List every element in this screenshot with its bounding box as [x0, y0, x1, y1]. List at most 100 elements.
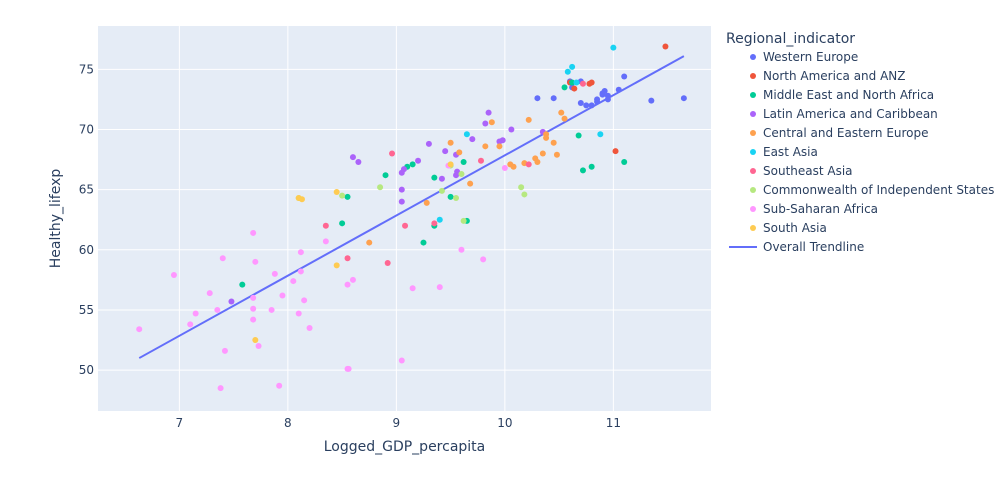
- data-point: [409, 285, 416, 292]
- data-point: [221, 347, 228, 354]
- y-tick-label: 60: [79, 243, 94, 257]
- data-point: [648, 97, 655, 104]
- data-point: [482, 143, 489, 150]
- data-point: [420, 239, 427, 246]
- data-point: [561, 84, 568, 91]
- data-point: [453, 195, 460, 202]
- data-point: [518, 184, 525, 191]
- data-point: [398, 357, 405, 364]
- legend-marker: [750, 225, 756, 231]
- data-point: [532, 155, 539, 162]
- data-point: [525, 116, 532, 123]
- y-tick-label: 55: [79, 303, 94, 317]
- x-axis-title: Logged_GDP_percapita: [324, 439, 486, 455]
- data-point: [409, 161, 416, 168]
- data-point: [588, 163, 595, 170]
- data-point: [583, 102, 590, 109]
- data-point: [453, 172, 460, 179]
- data-point: [436, 216, 443, 223]
- legend-marker: [750, 73, 756, 79]
- data-point: [425, 140, 432, 147]
- plot-background: [98, 26, 711, 411]
- data-point: [306, 324, 313, 331]
- data-point: [298, 196, 305, 203]
- data-point: [228, 298, 235, 305]
- data-point: [569, 63, 576, 70]
- data-point: [496, 143, 503, 150]
- x-tick-label: 10: [497, 416, 512, 430]
- data-point: [571, 85, 578, 92]
- data-point: [501, 164, 508, 171]
- data-point: [268, 306, 275, 313]
- data-point: [482, 120, 489, 127]
- data-point: [136, 326, 143, 333]
- data-point: [447, 161, 454, 168]
- data-point: [290, 278, 297, 285]
- data-point: [436, 284, 443, 291]
- data-point: [553, 151, 560, 158]
- legend-entry: East Asia: [763, 145, 818, 159]
- data-point: [508, 126, 515, 133]
- legend-marker: [750, 130, 756, 136]
- data-point: [250, 305, 257, 312]
- data-point: [621, 73, 628, 80]
- data-point: [214, 306, 221, 313]
- data-point: [402, 222, 409, 229]
- data-point: [539, 150, 546, 157]
- data-point: [344, 193, 351, 200]
- data-point: [599, 91, 606, 98]
- data-point: [442, 148, 449, 155]
- data-point: [415, 157, 422, 164]
- data-point: [488, 119, 495, 126]
- data-point: [469, 136, 476, 143]
- data-point: [543, 134, 550, 141]
- data-point: [297, 249, 304, 256]
- y-tick-label: 75: [79, 62, 94, 76]
- data-point: [400, 166, 407, 173]
- y-tick-label: 50: [79, 363, 94, 377]
- data-point: [187, 321, 194, 328]
- data-point: [573, 79, 580, 86]
- data-point: [480, 256, 487, 263]
- data-point: [339, 192, 346, 199]
- y-axis-title: Healthy_lifexp: [48, 169, 64, 269]
- legend-marker: [750, 206, 756, 212]
- legend-entry: North America and ANZ: [763, 69, 906, 83]
- legend-entry-trendline: Overall Trendline: [763, 240, 864, 254]
- data-point: [586, 80, 593, 87]
- data-point: [295, 310, 302, 317]
- data-point: [575, 132, 582, 139]
- data-point: [423, 199, 430, 206]
- data-point: [322, 238, 329, 245]
- data-point: [297, 268, 304, 275]
- data-point: [579, 167, 586, 174]
- data-point: [431, 174, 438, 181]
- data-point: [349, 154, 356, 161]
- data-point: [460, 158, 467, 165]
- x-tick-label: 8: [284, 416, 292, 430]
- data-point: [458, 170, 465, 177]
- data-point: [680, 95, 687, 102]
- legend-entry: Central and Eastern Europe: [763, 126, 929, 140]
- legend-entry: Latin America and Caribbean: [763, 107, 938, 121]
- data-point: [382, 172, 389, 179]
- data-point: [206, 290, 213, 297]
- legend-entry: Sub-Saharan Africa: [763, 202, 878, 216]
- data-point: [588, 102, 595, 109]
- data-point: [366, 239, 373, 246]
- data-point: [558, 109, 565, 116]
- data-point: [456, 149, 463, 156]
- data-point: [250, 294, 257, 301]
- legend-entry: South Asia: [763, 221, 827, 235]
- data-point: [333, 262, 340, 269]
- legend: Western Europe North America and ANZ Middl…: [729, 50, 994, 254]
- data-point: [521, 191, 528, 198]
- data-point: [564, 68, 571, 75]
- data-point: [250, 316, 257, 323]
- data-point: [534, 95, 541, 102]
- data-point: [344, 281, 351, 288]
- y-tick-label: 65: [79, 183, 94, 197]
- data-point: [217, 385, 224, 392]
- data-point: [550, 139, 557, 146]
